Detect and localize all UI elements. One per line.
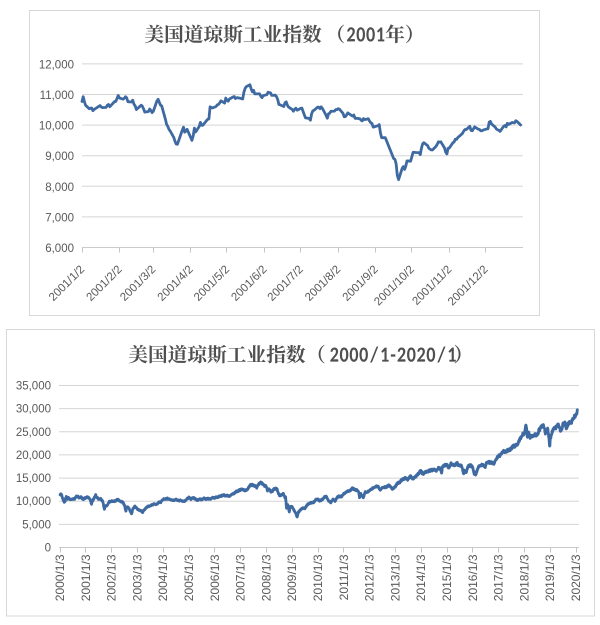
svg-text:2017/1/3: 2017/1/3	[492, 554, 506, 601]
svg-text:35,000: 35,000	[16, 381, 51, 393]
svg-text:7,000: 7,000	[45, 212, 74, 224]
svg-text:2012/1/3: 2012/1/3	[363, 554, 377, 601]
svg-text:8,000: 8,000	[45, 182, 74, 194]
svg-text:0: 0	[45, 543, 51, 555]
svg-text:2009/1/3: 2009/1/3	[285, 554, 299, 601]
svg-text:25,000: 25,000	[16, 427, 51, 439]
svg-text:2011/1/3: 2011/1/3	[337, 554, 351, 600]
svg-text:2010/1/3: 2010/1/3	[311, 554, 325, 601]
svg-text:2016/1/3: 2016/1/3	[466, 554, 480, 601]
svg-text:9,000: 9,000	[45, 151, 74, 163]
svg-text:2014/1/3: 2014/1/3	[414, 554, 428, 601]
svg-text:12,000: 12,000	[39, 59, 74, 71]
svg-text:20,000: 20,000	[16, 450, 51, 462]
svg-text:2001/1/3: 2001/1/3	[79, 554, 93, 601]
svg-text:6,000: 6,000	[45, 243, 74, 255]
svg-text:2005/1/3: 2005/1/3	[182, 554, 196, 601]
svg-text:10,000: 10,000	[16, 496, 51, 508]
svg-text:2015/1/3: 2015/1/3	[440, 554, 454, 601]
svg-text:10,000: 10,000	[39, 121, 74, 133]
svg-text:15,000: 15,000	[16, 473, 51, 485]
svg-text:2013/1/3: 2013/1/3	[388, 554, 402, 601]
svg-text:2018/1/3: 2018/1/3	[517, 554, 531, 601]
svg-text:2020/1/3: 2020/1/3	[569, 554, 583, 601]
svg-text:30,000: 30,000	[16, 404, 51, 416]
svg-text:2003/1/3: 2003/1/3	[130, 554, 144, 601]
svg-text:2019/1/3: 2019/1/3	[543, 554, 557, 601]
svg-text:2007/1/3: 2007/1/3	[234, 554, 248, 601]
svg-text:2000/1/3: 2000/1/3	[53, 554, 67, 601]
svg-text:11,000: 11,000	[40, 90, 74, 102]
svg-text:5,000: 5,000	[22, 519, 51, 531]
svg-text:2008/1/3: 2008/1/3	[259, 554, 273, 601]
svg-text:2002/1/3: 2002/1/3	[105, 554, 119, 601]
svg-text:2006/1/3: 2006/1/3	[208, 554, 222, 601]
svg-text:2004/1/3: 2004/1/3	[156, 554, 170, 601]
